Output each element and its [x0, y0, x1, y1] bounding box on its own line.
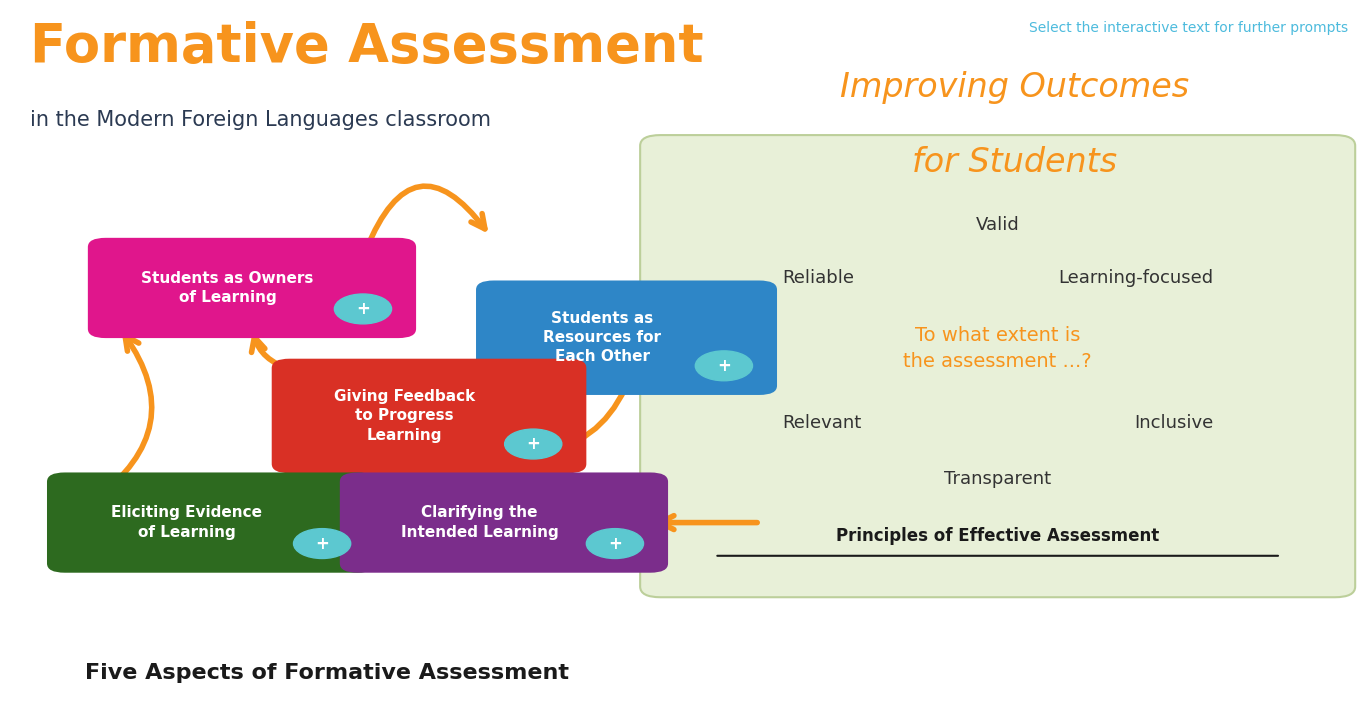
Text: Eliciting Evidence
of Learning: Eliciting Evidence of Learning	[112, 506, 262, 540]
Circle shape	[294, 528, 350, 559]
Text: +: +	[355, 300, 370, 318]
Text: Formative Assessment: Formative Assessment	[30, 21, 704, 73]
Text: Clarifying the
Intended Learning: Clarifying the Intended Learning	[400, 506, 558, 540]
Text: Principles of Effective Assessment: Principles of Effective Assessment	[836, 527, 1159, 545]
FancyBboxPatch shape	[46, 472, 375, 573]
Text: +: +	[315, 535, 330, 552]
Text: Improving Outcomes: Improving Outcomes	[840, 71, 1189, 104]
Text: Students as Owners
of Learning: Students as Owners of Learning	[142, 271, 313, 305]
FancyBboxPatch shape	[340, 472, 667, 573]
Circle shape	[695, 351, 752, 380]
Text: Select the interactive text for further prompts: Select the interactive text for further …	[1030, 21, 1348, 36]
FancyBboxPatch shape	[640, 135, 1355, 597]
Text: Giving Feedback
to Progress
Learning: Giving Feedback to Progress Learning	[334, 389, 475, 443]
Text: in the Modern Foreign Languages classroom: in the Modern Foreign Languages classroo…	[30, 110, 490, 130]
Text: +: +	[607, 535, 622, 552]
FancyBboxPatch shape	[271, 359, 586, 474]
Circle shape	[504, 429, 561, 459]
Circle shape	[586, 528, 643, 559]
Text: Five Aspects of Formative Assessment: Five Aspects of Formative Assessment	[84, 663, 569, 683]
FancyBboxPatch shape	[87, 237, 417, 338]
Text: Valid: Valid	[975, 216, 1020, 234]
Text: Reliable: Reliable	[782, 269, 854, 287]
Text: Relevant: Relevant	[782, 415, 861, 432]
Text: +: +	[526, 435, 541, 453]
Circle shape	[334, 294, 391, 324]
Text: To what extent is
the assessment ...?: To what extent is the assessment ...?	[903, 326, 1092, 371]
Text: +: +	[716, 357, 731, 375]
Text: for Students: for Students	[913, 146, 1117, 178]
Text: Learning-focused: Learning-focused	[1058, 269, 1214, 287]
Text: Students as
Resources for
Each Other: Students as Resources for Each Other	[543, 311, 661, 365]
FancyBboxPatch shape	[477, 280, 776, 395]
Text: Transparent: Transparent	[944, 469, 1051, 488]
Text: Inclusive: Inclusive	[1135, 415, 1214, 432]
